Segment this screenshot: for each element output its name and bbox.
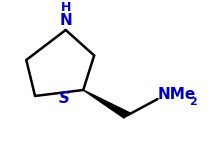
Text: N: N (59, 13, 72, 28)
Text: S: S (59, 91, 70, 106)
Text: NMe: NMe (158, 87, 196, 102)
Text: H: H (60, 1, 71, 14)
Polygon shape (83, 90, 130, 118)
Text: 2: 2 (189, 97, 197, 107)
